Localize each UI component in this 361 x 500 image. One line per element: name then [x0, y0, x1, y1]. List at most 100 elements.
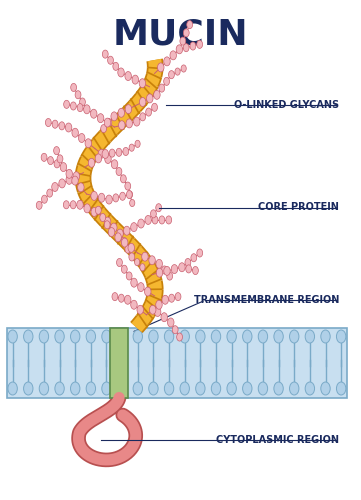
Circle shape — [101, 124, 106, 132]
Circle shape — [211, 330, 221, 343]
Circle shape — [78, 183, 84, 192]
Circle shape — [57, 155, 63, 163]
Circle shape — [176, 45, 183, 54]
Circle shape — [121, 265, 127, 274]
Circle shape — [52, 182, 58, 192]
Text: MUCIN: MUCIN — [113, 18, 248, 51]
Circle shape — [8, 382, 17, 395]
Circle shape — [162, 296, 169, 304]
Circle shape — [131, 222, 137, 232]
Circle shape — [109, 149, 115, 157]
Circle shape — [180, 382, 190, 395]
Circle shape — [121, 238, 127, 246]
Circle shape — [152, 216, 158, 224]
Circle shape — [290, 382, 299, 395]
Circle shape — [134, 117, 140, 126]
Circle shape — [117, 382, 127, 395]
Circle shape — [66, 176, 73, 184]
Circle shape — [191, 254, 197, 262]
Circle shape — [156, 268, 163, 277]
Circle shape — [129, 144, 134, 152]
Text: CYTOPLASMIC REGION: CYTOPLASMIC REGION — [216, 435, 339, 445]
Circle shape — [100, 214, 106, 222]
Circle shape — [118, 120, 125, 130]
Circle shape — [102, 382, 111, 395]
Circle shape — [71, 84, 77, 92]
Circle shape — [274, 382, 283, 395]
Circle shape — [111, 160, 118, 168]
Circle shape — [180, 330, 190, 343]
Circle shape — [130, 200, 135, 206]
Circle shape — [135, 258, 140, 266]
Circle shape — [140, 264, 145, 271]
Circle shape — [138, 282, 144, 292]
Circle shape — [321, 382, 330, 395]
Circle shape — [139, 98, 146, 106]
Circle shape — [196, 382, 205, 395]
Circle shape — [171, 264, 178, 274]
Circle shape — [140, 113, 145, 121]
Circle shape — [117, 258, 122, 266]
Circle shape — [72, 176, 78, 185]
Circle shape — [197, 249, 203, 257]
Circle shape — [113, 62, 119, 70]
Circle shape — [125, 182, 131, 190]
Circle shape — [116, 168, 122, 175]
Circle shape — [86, 382, 96, 395]
Circle shape — [59, 122, 65, 130]
Circle shape — [39, 330, 49, 343]
Circle shape — [72, 128, 78, 137]
Circle shape — [135, 140, 140, 147]
Circle shape — [121, 175, 126, 183]
Text: CORE PROTEIN: CORE PROTEIN — [258, 202, 339, 212]
Circle shape — [132, 75, 139, 84]
Circle shape — [183, 44, 189, 52]
Circle shape — [137, 306, 143, 314]
Circle shape — [156, 300, 162, 310]
Circle shape — [23, 382, 33, 395]
Circle shape — [180, 37, 186, 45]
Circle shape — [305, 330, 314, 343]
Circle shape — [274, 330, 283, 343]
Circle shape — [77, 104, 83, 112]
Circle shape — [52, 120, 58, 128]
Circle shape — [54, 160, 60, 168]
Text: O-LINKED GLYCANS: O-LINKED GLYCANS — [234, 100, 339, 110]
Circle shape — [197, 40, 203, 48]
Circle shape — [138, 219, 144, 228]
Circle shape — [121, 238, 128, 247]
Circle shape — [102, 150, 109, 158]
Circle shape — [97, 114, 104, 122]
Circle shape — [156, 204, 162, 212]
Circle shape — [84, 105, 90, 114]
Circle shape — [118, 294, 124, 302]
Circle shape — [125, 72, 131, 80]
Circle shape — [177, 333, 183, 341]
Circle shape — [23, 330, 33, 343]
Circle shape — [164, 57, 170, 66]
Circle shape — [243, 330, 252, 343]
Circle shape — [55, 330, 64, 343]
Circle shape — [127, 191, 132, 198]
Circle shape — [116, 148, 122, 156]
Circle shape — [151, 210, 156, 218]
Circle shape — [227, 330, 236, 343]
Circle shape — [118, 68, 124, 77]
Circle shape — [305, 382, 314, 395]
Circle shape — [70, 102, 76, 110]
Circle shape — [111, 112, 117, 121]
Circle shape — [64, 100, 70, 108]
Circle shape — [157, 63, 164, 72]
Circle shape — [133, 382, 143, 395]
Circle shape — [149, 330, 158, 343]
Circle shape — [336, 330, 346, 343]
Circle shape — [95, 154, 102, 163]
Circle shape — [169, 294, 175, 302]
Circle shape — [179, 262, 185, 272]
Circle shape — [290, 330, 299, 343]
Circle shape — [144, 287, 151, 296]
Circle shape — [117, 229, 123, 238]
Circle shape — [66, 170, 73, 178]
Circle shape — [149, 256, 155, 265]
Circle shape — [128, 244, 135, 252]
